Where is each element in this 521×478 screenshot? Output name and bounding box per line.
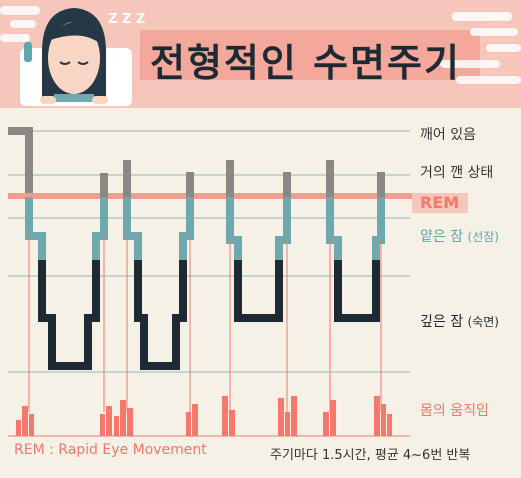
cycle-repeat-note: 주기마다 1.5시간, 평균 4~6번 반복 xyxy=(270,448,471,463)
header-banner: Z Z Z 전형적인 수면주기 xyxy=(0,0,521,108)
stage-label-awake: 깨어 있음 xyxy=(420,127,476,143)
cloud-swirl-right-icon xyxy=(440,12,521,84)
light-sleep-segments xyxy=(25,197,385,260)
rem-label-band xyxy=(412,193,468,213)
deep-sleep-sub: (숙면) xyxy=(467,315,499,329)
header-decoration xyxy=(0,6,521,106)
rem-definition-note: REM : Rapid Eye Movement xyxy=(14,442,207,458)
rem-band-line xyxy=(8,193,412,199)
stage-label-light-sleep: 얕은 잠 (선잠) xyxy=(420,226,499,246)
zzz-decoration: Z Z Z xyxy=(108,12,146,27)
stage-label-deep-sleep: 깊은 잠 (숙면) xyxy=(420,311,499,331)
body-movement-bars xyxy=(16,396,392,436)
cloud-swirl-left-icon xyxy=(0,6,40,42)
deep-sleep-segments xyxy=(38,260,380,370)
light-sleep-text: 얕은 잠 xyxy=(420,229,464,245)
sleeping-face-icon xyxy=(42,8,106,102)
near-awake-segments xyxy=(8,127,385,197)
light-sleep-sub: (선잠) xyxy=(467,230,499,244)
movement-drop-lines xyxy=(28,236,382,412)
stage-label-near-awake: 거의 깬 상태 xyxy=(420,165,494,181)
page-title: 전형적인 수면주기 xyxy=(150,41,461,85)
deep-sleep-text: 깊은 잠 xyxy=(420,314,464,330)
stage-label-movement: 몸의 움직임 xyxy=(420,403,489,419)
stage-label-rem: REM xyxy=(420,193,460,212)
